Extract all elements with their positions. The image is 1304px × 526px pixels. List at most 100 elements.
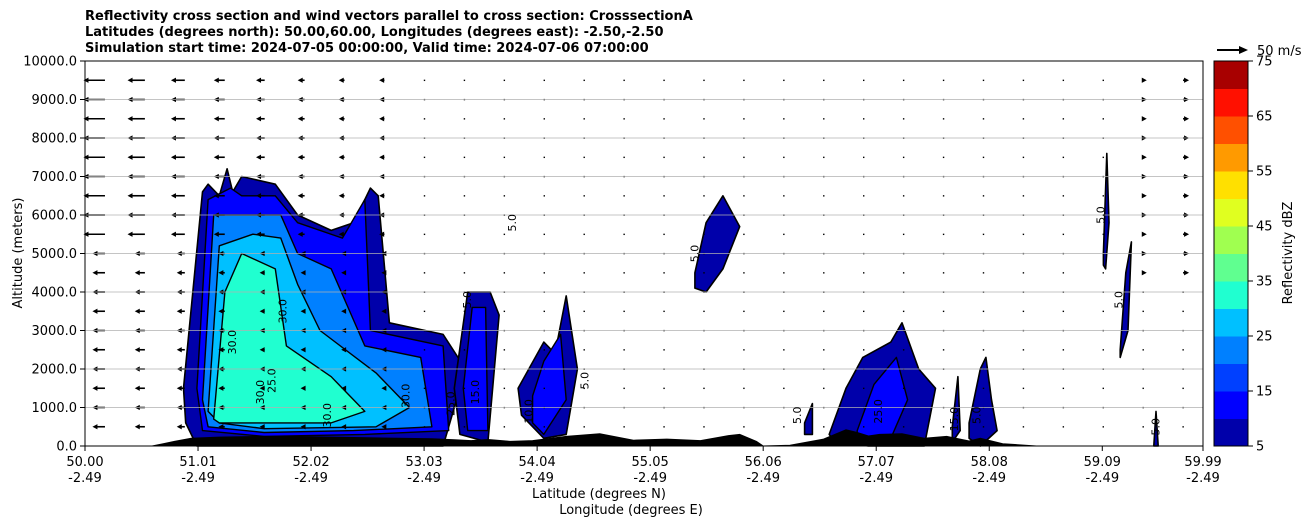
wind-vector: [942, 349, 945, 351]
wind-vector-head: [170, 231, 176, 237]
wind-vector: [423, 272, 426, 274]
wind-vector: [1102, 272, 1104, 274]
wind-vector: [703, 387, 705, 390]
wind-vector-head: [259, 308, 265, 314]
x-tick-label-lat: 58.08: [971, 455, 1008, 470]
wind-vector: [1102, 156, 1104, 159]
wind-vector-head: [213, 116, 219, 122]
contour-label: 10.0: [523, 399, 536, 424]
reflectivity-cell: [1119, 241, 1133, 359]
wind-vector: [1022, 118, 1025, 120]
wind-vector-head: [338, 231, 344, 237]
wind-vector: [463, 195, 466, 197]
wind-vector: [942, 310, 945, 313]
y-tick-label: 9000.0: [32, 93, 78, 108]
wind-vector: [982, 156, 985, 159]
contour-label: 5.0: [1112, 291, 1125, 309]
colorbar-band: [1214, 363, 1248, 392]
wind-vector: [623, 272, 625, 274]
wind-vector: [982, 233, 985, 236]
wind-vector: [423, 349, 426, 351]
wind-vector: [823, 79, 825, 82]
wind-vector: [1102, 118, 1104, 120]
wind-vector-head: [379, 77, 385, 83]
wind-vector: [543, 349, 545, 351]
wind-vector-head: [83, 193, 89, 199]
wind-vector-head: [170, 77, 176, 83]
wind-vector: [1182, 310, 1184, 313]
wind-vector: [823, 233, 825, 236]
wind-vector: [423, 426, 426, 428]
y-tick-label: 2000.0: [32, 363, 78, 378]
x-tick-label-lon: -2.49: [859, 471, 893, 486]
wind-vector: [783, 387, 785, 390]
wind-vector: [982, 272, 985, 274]
wind-vector: [463, 310, 466, 313]
wind-vector: [423, 233, 426, 236]
x-tick-label-lon: -2.49: [520, 471, 554, 486]
x-tick-label-lat: 55.05: [632, 455, 669, 470]
wind-vector: [423, 118, 426, 120]
wind-vector: [583, 349, 585, 351]
x-tick-label-lat: 52.02: [292, 455, 329, 470]
wind-vector-head: [176, 308, 182, 314]
wind-vector: [1102, 387, 1104, 390]
wind-vector-head: [127, 77, 133, 83]
colorbar-frame: [1213, 60, 1249, 447]
y-tick-label: 4000.0: [32, 286, 78, 301]
colorbar: 5 15 25 35 45 55 65 75: [1213, 55, 1273, 455]
wind-vector: [743, 118, 745, 120]
y-tick-label: 1000.0: [32, 401, 78, 416]
chart-title-line: Latitudes (degrees north): 50.00,60.00, …: [85, 25, 664, 40]
wind-vector-head: [1141, 270, 1147, 276]
terrain: [151, 429, 1037, 447]
wind-vector: [863, 118, 865, 120]
x-axis: 50.00-2.4951.01-2.4952.02-2.4953.03-2.49…: [66, 446, 1222, 486]
wind-vector: [623, 387, 625, 390]
wind-vector-head: [256, 77, 262, 83]
reflectivity-cell: [694, 195, 741, 293]
colorbar-band: [1214, 253, 1248, 282]
wind-vector: [902, 272, 905, 274]
wind-vector: [663, 272, 665, 274]
wind-vector: [703, 118, 705, 120]
wind-vector: [1182, 387, 1184, 390]
wind-vector: [1062, 79, 1065, 82]
wind-vector: [1142, 426, 1144, 428]
wind-vector-head: [92, 424, 98, 430]
y-tick-label: 10000.0: [23, 55, 77, 70]
colorbar-band: [1214, 61, 1248, 89]
colorbar-tick-label: 45: [1256, 220, 1273, 235]
wind-vector: [823, 426, 825, 428]
reflectivity-contour-30: [212, 252, 366, 424]
wind-vector: [543, 79, 545, 82]
wind-vector-head: [218, 385, 224, 391]
contour-label: 5.0: [970, 406, 983, 424]
wind-vector-head: [134, 308, 140, 314]
y-tick-label: 8000.0: [32, 132, 78, 147]
colorbar-tick-label: 25: [1256, 330, 1273, 345]
wind-vector: [663, 118, 665, 120]
wind-vector: [583, 79, 585, 82]
wind-vector-head: [83, 154, 89, 160]
wind-vector: [1102, 426, 1104, 428]
wind-vector-head: [1141, 77, 1147, 83]
contour-label: 25.0: [444, 391, 457, 416]
wind-vector: [902, 233, 905, 236]
x-tick-label-lon: -2.49: [407, 471, 441, 486]
chart-title: Reflectivity cross section and wind vect…: [85, 9, 693, 57]
wind-vector: [942, 195, 945, 197]
wind-vector: [743, 387, 745, 390]
wind-vector: [982, 79, 985, 82]
y-tick-label: 0.0: [56, 440, 77, 455]
x-tick-label-lon: -2.49: [294, 471, 328, 486]
wind-vector: [743, 79, 745, 82]
wind-vector-head: [256, 154, 262, 160]
quiver-key-arrow-head: [1239, 46, 1248, 54]
wind-vector-head: [1141, 116, 1147, 122]
wind-vector-head: [127, 154, 133, 160]
wind-vector: [463, 349, 466, 351]
wind-vector: [583, 118, 585, 120]
contour-label: 5.0: [791, 406, 804, 424]
wind-vector-head: [170, 154, 176, 160]
